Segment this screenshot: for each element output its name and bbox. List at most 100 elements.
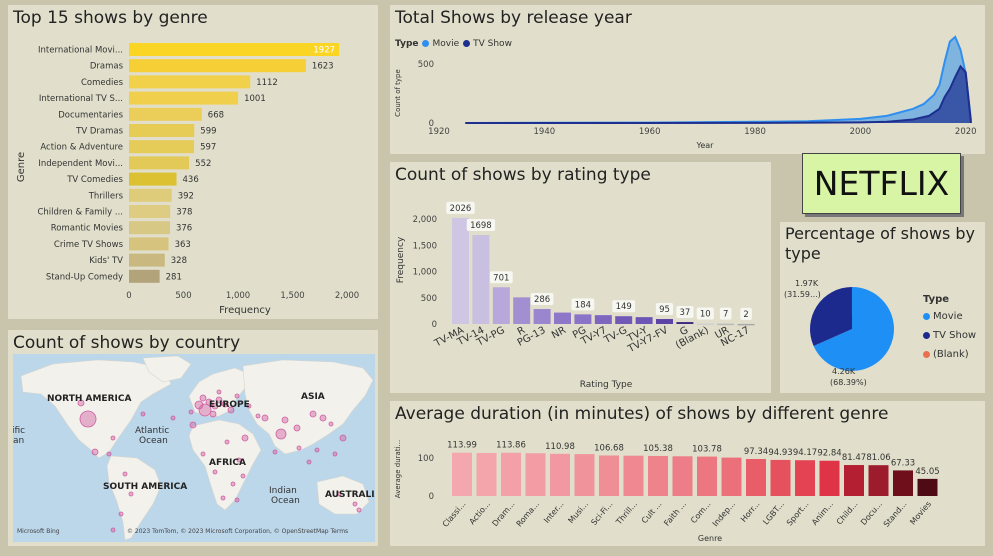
rating-bar[interactable] <box>615 316 633 324</box>
country-bubble[interactable] <box>314 447 320 453</box>
country-bubble[interactable] <box>188 409 194 415</box>
genre-bar[interactable] <box>129 205 171 218</box>
country-bubble[interactable] <box>209 410 217 418</box>
country-bubble[interactable] <box>336 491 342 497</box>
country-bubble[interactable] <box>352 501 358 507</box>
country-bubble[interactable] <box>230 481 236 487</box>
rating-bar[interactable] <box>513 297 531 324</box>
rating-bar[interactable] <box>656 319 673 324</box>
country-bubble[interactable] <box>234 497 240 503</box>
country-bubble[interactable] <box>246 403 252 409</box>
duration-bar[interactable] <box>501 452 521 496</box>
rating-bar[interactable] <box>533 309 551 324</box>
tv-show-line[interactable] <box>465 64 972 124</box>
country-bubble[interactable] <box>255 413 261 419</box>
genre-bar[interactable] <box>129 43 340 56</box>
duration-bar[interactable] <box>599 455 619 496</box>
rating-bar-chart[interactable]: 05001,0001,5002,0002026TV-MA1698TV-14701… <box>390 162 771 393</box>
rating-bar[interactable] <box>737 323 755 326</box>
release-year-area-chart[interactable]: 1920 1940 1960 1980 2000 2020 0 500 Year Count of… <box>390 5 985 154</box>
country-bubble[interactable] <box>122 471 128 477</box>
country-bubble[interactable] <box>261 414 269 422</box>
genre-bar[interactable] <box>129 269 160 283</box>
country-bubble[interactable] <box>205 398 213 406</box>
country-bubble[interactable] <box>212 469 218 475</box>
country-bubble[interactable] <box>106 451 112 457</box>
rating-bar[interactable] <box>635 317 653 324</box>
pie-legend-item-movie[interactable]: Movie <box>923 311 976 322</box>
duration-bar[interactable] <box>721 457 742 496</box>
duration-bar[interactable] <box>746 459 766 496</box>
movie-line[interactable] <box>465 35 972 124</box>
legend-movie-label[interactable]: Movie <box>432 39 460 49</box>
duration-bar[interactable] <box>697 456 717 496</box>
rating-bar[interactable] <box>554 312 571 324</box>
duration-bar[interactable] <box>525 453 546 496</box>
genre-bar[interactable] <box>129 59 306 73</box>
country-bubble[interactable] <box>296 445 302 451</box>
release-year-panel[interactable]: Total Shows by release year Type Movie TV … <box>390 5 985 154</box>
country-bubble[interactable] <box>215 396 223 404</box>
genre-bar[interactable] <box>129 237 169 251</box>
duration-bar[interactable] <box>623 455 644 496</box>
pie-panel[interactable]: Percentage of shows by type 1.97K (31.59.… <box>780 222 985 393</box>
genre-bar[interactable] <box>129 124 195 137</box>
country-bubble[interactable] <box>306 459 312 465</box>
country-bubble[interactable] <box>79 410 97 428</box>
legend-tv-label[interactable]: TV Show <box>473 39 512 49</box>
duration-bar[interactable] <box>893 470 913 496</box>
rating-bar[interactable] <box>492 287 510 324</box>
genre-bar-chart[interactable]: International Movi... 1927 Dramas 1623 Comed… <box>8 5 378 319</box>
country-bubble[interactable] <box>332 451 338 457</box>
country-bubble[interactable] <box>189 421 197 429</box>
country-bubble[interactable] <box>309 410 317 418</box>
country-bubble[interactable] <box>91 448 99 456</box>
country-bubble[interactable] <box>77 399 85 407</box>
duration-bar[interactable] <box>868 465 889 496</box>
rating-bar[interactable] <box>574 314 592 324</box>
rating-bar[interactable] <box>472 235 490 324</box>
country-panel[interactable]: Count of shows by country NORTH AMERICA … <box>8 330 378 546</box>
country-bubble[interactable] <box>200 451 206 457</box>
country-bubble[interactable] <box>216 389 222 395</box>
rating-panel[interactable]: Count of shows by rating type 0 500 1,000 1… <box>390 162 771 393</box>
country-bubble[interactable] <box>319 414 327 422</box>
genre-bar[interactable] <box>129 253 165 267</box>
rating-bar[interactable] <box>676 322 694 324</box>
country-bubble[interactable] <box>128 491 134 497</box>
duration-bar[interactable] <box>819 460 840 496</box>
genre-bar[interactable] <box>129 91 239 105</box>
pie-slice[interactable] <box>813 287 894 371</box>
country-bubble[interactable] <box>140 411 146 417</box>
pie-legend-item-tv[interactable]: TV Show <box>923 330 976 341</box>
country-bubble[interactable] <box>236 457 242 463</box>
genre-bar[interactable] <box>129 172 177 186</box>
country-bubble[interactable] <box>275 428 287 440</box>
rating-bar[interactable] <box>452 217 469 324</box>
duration-bar[interactable] <box>574 454 595 496</box>
type-pie-chart[interactable]: 1.97K (31.59...) 4.26K (68.39%) <box>780 222 985 393</box>
duration-bar[interactable] <box>672 456 693 496</box>
country-bubble[interactable] <box>221 400 229 408</box>
country-bubble[interactable] <box>339 434 347 442</box>
country-bubble[interactable] <box>272 449 278 455</box>
duration-bar[interactable] <box>648 455 668 496</box>
country-bubble[interactable] <box>241 434 249 442</box>
genre-bar[interactable] <box>129 188 172 202</box>
country-bubble[interactable] <box>220 495 226 501</box>
rating-bar[interactable] <box>717 323 735 326</box>
genre-bar[interactable] <box>129 156 190 170</box>
genre-bar[interactable] <box>129 107 202 121</box>
country-bubble[interactable] <box>224 439 230 445</box>
country-bubble[interactable] <box>227 406 235 414</box>
country-bubble[interactable] <box>199 394 207 402</box>
pie-legend-item-blank[interactable]: (Blank) <box>923 349 976 360</box>
genre-bar[interactable] <box>129 221 170 235</box>
country-bubble[interactable] <box>234 393 240 399</box>
duration-bar[interactable] <box>844 465 864 496</box>
world-map[interactable]: NORTH AMERICA EUROPE ASIA AFRICA SOUTH A… <box>13 354 375 542</box>
rating-bar[interactable] <box>696 323 714 325</box>
country-bubble[interactable] <box>170 415 176 421</box>
country-bubble[interactable] <box>281 416 289 424</box>
country-bubble[interactable] <box>211 402 219 410</box>
